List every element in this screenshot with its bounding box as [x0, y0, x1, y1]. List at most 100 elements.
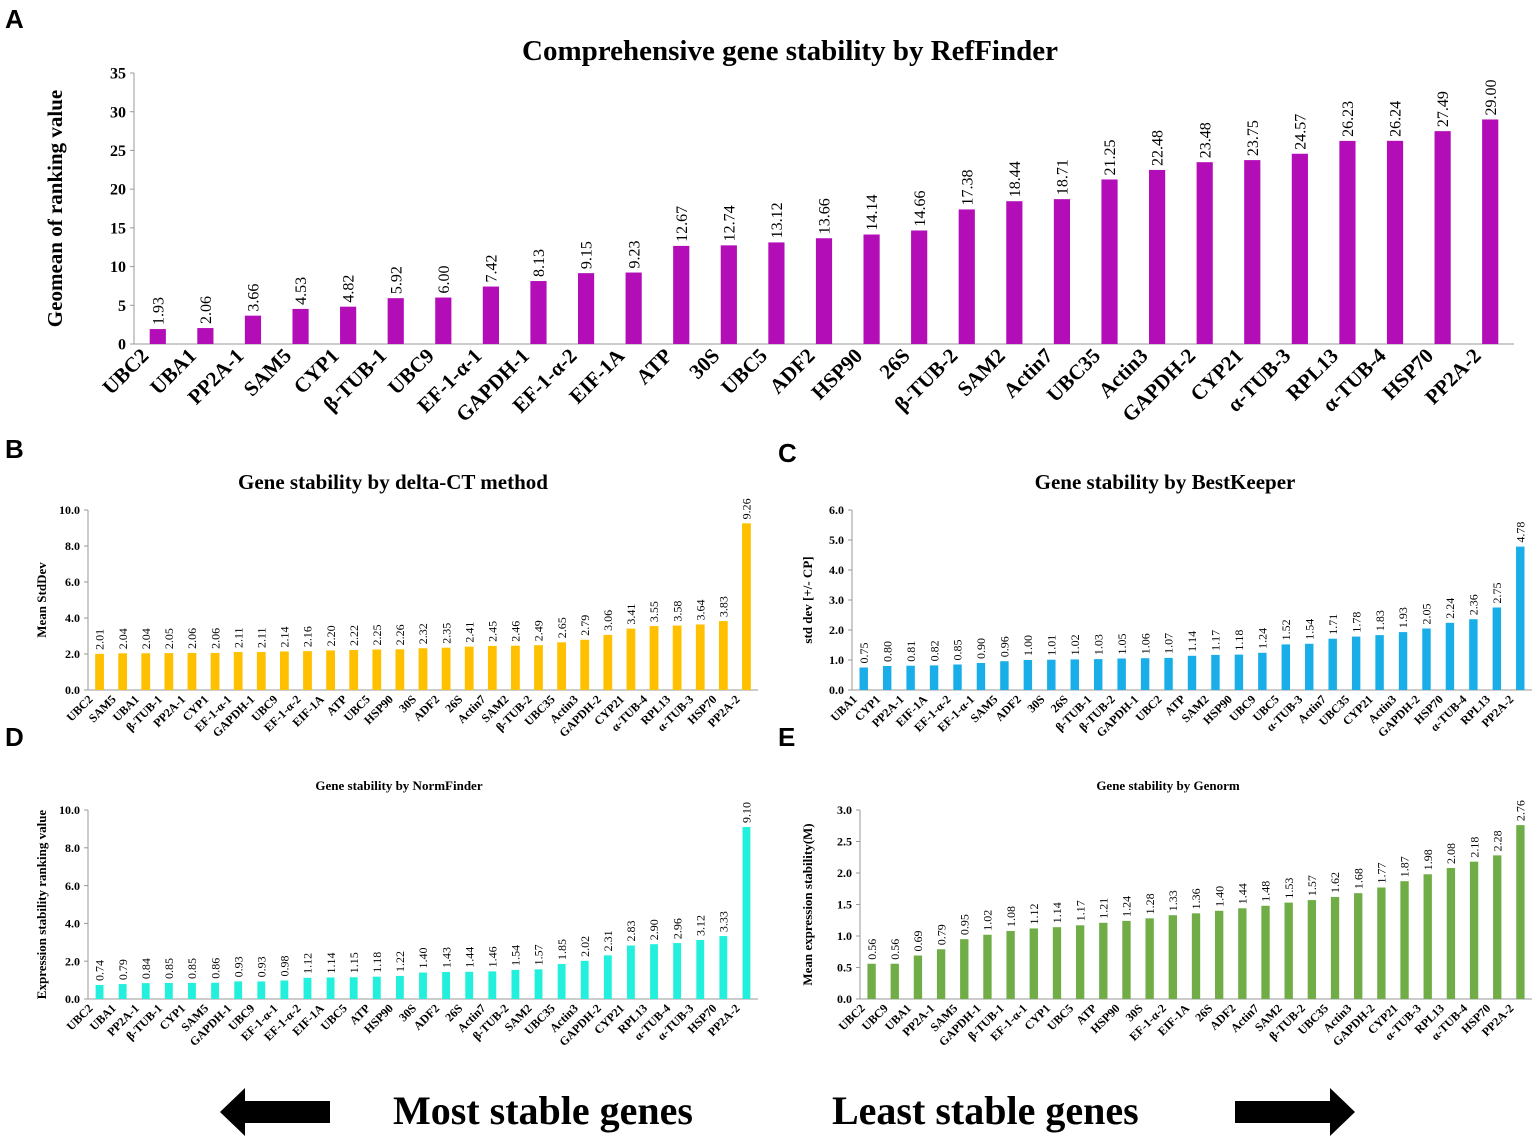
panel-c-value-label: 1.24	[1256, 628, 1270, 649]
panel-a-value-label: 13.66	[817, 198, 834, 234]
panel-e: E Gene stability by Genorm Mean expressio…	[778, 722, 1532, 1049]
panel-d-bar	[465, 971, 474, 999]
panel-c-value-label: 2.24	[1443, 598, 1457, 619]
panel-a-y-tick-label: 0	[118, 337, 126, 354]
panel-d-bar	[257, 981, 266, 999]
panel-c-bar	[929, 665, 939, 690]
panel-b-bar	[187, 652, 197, 690]
panel-e-bar	[1168, 915, 1177, 999]
panel-b-bar	[303, 651, 312, 690]
panel-e-bar	[1052, 927, 1062, 999]
panel-a-value-label: 9.23	[626, 241, 643, 269]
panel-a-bar	[1482, 119, 1499, 344]
panel-c-bar	[1234, 654, 1244, 690]
panel-b-y-tick-label: 10.0	[59, 503, 80, 517]
panel-e-bar	[1377, 887, 1386, 999]
panel-e-y-tick-label: 1.5	[837, 898, 852, 912]
panel-e-value-label: 1.21	[1097, 898, 1111, 919]
panel-b-value-label: 2.20	[324, 625, 338, 646]
panel-a-bar	[815, 238, 833, 344]
panel-a-bar	[340, 306, 357, 344]
panel-c-value-label: 1.93	[1396, 607, 1410, 628]
panel-e-bar	[1354, 893, 1363, 999]
panel-d-bar	[442, 971, 451, 999]
panel-a-value-label: 12.74	[721, 205, 738, 241]
panel-e-bar	[1261, 905, 1270, 999]
panel-a-bar	[911, 230, 928, 344]
panel-a-bar	[1244, 160, 1261, 344]
panel-b-bar	[626, 628, 636, 690]
panel-d-value-label: 0.74	[93, 960, 107, 981]
panel-a-bar	[1101, 179, 1118, 344]
panel-d-value-label: 1.46	[486, 946, 500, 967]
panel-a-value-label: 18.44	[1007, 161, 1024, 197]
panel-c-y-tick-label: 4.0	[829, 563, 844, 577]
panel-a-category-label: SAM2	[952, 344, 1009, 401]
panel-c-value-label: 0.90	[974, 638, 988, 659]
panel-a-value-label: 2.06	[198, 296, 215, 324]
panel-a-bar	[577, 273, 595, 344]
panel-a-category-label: UBC35	[1042, 344, 1105, 407]
panel-a-value-label: 5.92	[388, 266, 405, 294]
arrow-left-icon	[220, 1088, 330, 1136]
panel-b-bar	[326, 650, 335, 690]
panel-b-value-label: 2.22	[347, 625, 361, 646]
panel-b-value-label: 2.32	[416, 623, 430, 644]
panel-a-bar	[1006, 201, 1023, 344]
panel-a-bar	[1149, 169, 1166, 344]
panel-d-value-label: 2.02	[578, 936, 592, 957]
panel-e-y-tick-label: 0.0	[837, 992, 852, 1006]
panel-b-bar	[256, 652, 266, 690]
panel-a-value-label: 4.82	[341, 275, 358, 303]
panel-e-value-label: 1.87	[1398, 856, 1412, 877]
panel-e-y-tick-label: 1.0	[837, 929, 852, 943]
panel-d-value-label: 1.12	[301, 953, 315, 974]
panel-c-bar	[1445, 622, 1455, 690]
panel-e-value-label: 1.28	[1143, 893, 1157, 914]
panel-c-bar	[906, 665, 915, 690]
panel-b-y-tick-label: 8.0	[65, 539, 80, 553]
panel-e-bar	[890, 963, 899, 999]
panel-e-bar	[1029, 928, 1038, 999]
panel-a-value-label: 14.66	[912, 190, 929, 226]
panel-c-value-label: 0.96	[998, 636, 1012, 657]
panel-d: D Gene stability by NormFinder Expression…	[5, 722, 758, 1049]
panel-b-bar	[718, 621, 728, 690]
panel-d-value-label: 0.93	[231, 956, 245, 977]
panel-c-y-tick-label: 1.0	[829, 653, 844, 667]
panel-d-y-tick-label: 4.0	[65, 917, 80, 931]
panel-a-value-label: 7.42	[483, 255, 500, 283]
panel-a-letter: A	[5, 4, 24, 34]
panel-d-bar	[650, 944, 658, 999]
panel-c-bar	[1093, 659, 1103, 690]
panel-e-bar	[983, 934, 992, 999]
panel-e-bar	[1191, 913, 1201, 999]
panel-a-value-label: 13.12	[769, 202, 786, 238]
panel-a-bar	[530, 281, 547, 344]
panel-e-bar	[1238, 908, 1247, 999]
panel-b-bar	[279, 651, 289, 690]
panel-e-bar	[1493, 855, 1502, 999]
panel-d-bar	[534, 969, 543, 999]
panel-b-value-label: 2.45	[486, 621, 500, 642]
panel-e-value-label: 1.17	[1073, 900, 1087, 921]
panel-d-bar	[742, 827, 751, 999]
panel-d-value-label: 1.85	[555, 939, 569, 960]
panel-c-value-label: 2.36	[1467, 594, 1481, 615]
panel-d-bar	[580, 960, 589, 999]
panel-b: B Gene stability by delta-CT method Mean …	[5, 434, 758, 740]
panel-c-value-label: 1.14	[1185, 631, 1199, 652]
panel-d-bar	[326, 977, 335, 999]
panel-a-category-label: EIF-1A	[564, 343, 629, 408]
footer: Most stable genes Least stable genes	[220, 1088, 1355, 1136]
panel-a-value-label: 26.24	[1388, 101, 1405, 137]
panel-d-ylabel: Expression stability ranking value	[34, 810, 49, 1000]
panel-d-value-label: 3.33	[717, 911, 731, 932]
panel-b-y-tick-label: 0.0	[65, 683, 80, 697]
panel-c-bar	[1164, 657, 1173, 690]
panel-e-bar	[1516, 825, 1525, 999]
panel-c-bar	[1351, 636, 1361, 690]
panel-a-bar	[958, 209, 975, 344]
panel-b-value-label: 3.41	[624, 604, 638, 625]
panel-d-bar	[673, 943, 682, 999]
